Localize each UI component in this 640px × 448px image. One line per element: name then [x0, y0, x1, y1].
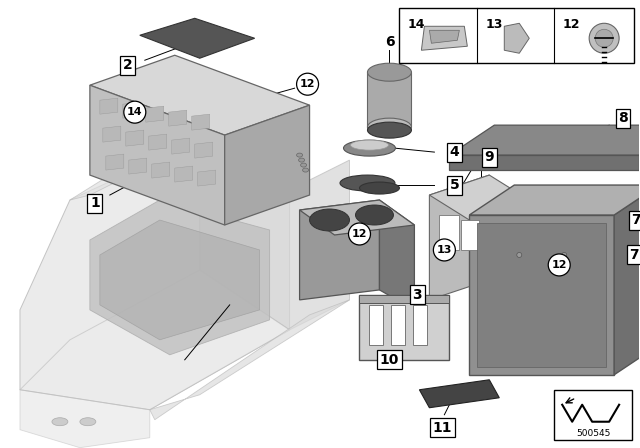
Polygon shape: [129, 158, 147, 174]
Ellipse shape: [80, 418, 96, 426]
Text: 10: 10: [380, 353, 399, 367]
Ellipse shape: [296, 153, 303, 157]
Text: 5: 5: [449, 178, 460, 192]
Polygon shape: [150, 300, 349, 420]
Polygon shape: [20, 390, 150, 448]
Circle shape: [349, 223, 371, 245]
Polygon shape: [300, 200, 415, 235]
Polygon shape: [477, 223, 606, 367]
Polygon shape: [169, 110, 187, 126]
Ellipse shape: [303, 168, 308, 172]
Polygon shape: [20, 140, 289, 410]
Text: 3: 3: [413, 288, 422, 302]
Polygon shape: [100, 98, 118, 114]
Polygon shape: [90, 85, 225, 225]
Ellipse shape: [589, 23, 619, 53]
Polygon shape: [225, 105, 310, 225]
Polygon shape: [449, 125, 640, 155]
Ellipse shape: [595, 29, 613, 47]
Polygon shape: [90, 55, 310, 135]
Polygon shape: [429, 175, 490, 300]
Text: 500545: 500545: [576, 429, 611, 438]
Text: 13: 13: [436, 245, 452, 255]
Polygon shape: [195, 142, 212, 158]
Text: 7: 7: [631, 213, 640, 227]
Text: 7: 7: [629, 248, 639, 262]
Text: 2: 2: [123, 58, 132, 72]
Text: 12: 12: [352, 229, 367, 239]
Circle shape: [548, 254, 570, 276]
Polygon shape: [192, 114, 210, 130]
Polygon shape: [421, 26, 467, 50]
Polygon shape: [100, 220, 260, 340]
Ellipse shape: [562, 253, 566, 258]
Bar: [369, 305, 383, 345]
Polygon shape: [449, 155, 639, 170]
Ellipse shape: [367, 118, 412, 136]
Ellipse shape: [310, 209, 349, 231]
Ellipse shape: [301, 163, 307, 167]
Bar: [440, 215, 460, 250]
Bar: [392, 305, 405, 345]
Bar: [461, 220, 479, 250]
Ellipse shape: [344, 140, 396, 156]
Polygon shape: [198, 170, 216, 186]
Polygon shape: [152, 162, 170, 178]
Ellipse shape: [360, 182, 399, 194]
Polygon shape: [90, 200, 269, 355]
Bar: [360, 295, 449, 303]
Polygon shape: [172, 138, 189, 154]
Text: 13: 13: [485, 18, 502, 31]
Polygon shape: [614, 185, 640, 375]
Polygon shape: [504, 23, 529, 53]
Polygon shape: [126, 130, 144, 146]
Text: 1: 1: [90, 196, 100, 210]
Polygon shape: [175, 166, 193, 182]
Polygon shape: [380, 200, 415, 310]
Ellipse shape: [355, 205, 394, 225]
Polygon shape: [200, 140, 349, 330]
Text: 12: 12: [562, 18, 580, 31]
Polygon shape: [367, 72, 412, 127]
Polygon shape: [70, 120, 289, 200]
Text: 12: 12: [300, 79, 316, 89]
Text: 8: 8: [618, 111, 628, 125]
Text: 11: 11: [433, 421, 452, 435]
Text: 14: 14: [127, 107, 143, 117]
Text: 4: 4: [449, 145, 460, 159]
Text: 9: 9: [484, 150, 494, 164]
Polygon shape: [429, 175, 529, 220]
Ellipse shape: [516, 253, 522, 258]
Ellipse shape: [52, 418, 68, 426]
Ellipse shape: [367, 63, 412, 81]
Ellipse shape: [367, 122, 412, 138]
Polygon shape: [469, 215, 614, 375]
Text: 14: 14: [408, 18, 425, 31]
Bar: [413, 305, 428, 345]
Polygon shape: [148, 134, 167, 150]
Bar: [554, 390, 632, 439]
Polygon shape: [140, 18, 255, 58]
Polygon shape: [419, 380, 499, 408]
Polygon shape: [300, 200, 380, 300]
Circle shape: [124, 101, 146, 123]
Ellipse shape: [351, 140, 388, 150]
Bar: [399, 9, 634, 63]
Polygon shape: [106, 154, 124, 170]
Text: 6: 6: [385, 35, 394, 49]
Polygon shape: [123, 102, 141, 118]
Polygon shape: [20, 270, 289, 410]
Polygon shape: [103, 126, 121, 142]
Text: 12: 12: [552, 260, 567, 270]
Circle shape: [296, 73, 319, 95]
Polygon shape: [146, 106, 164, 122]
Bar: [360, 295, 449, 360]
Polygon shape: [429, 30, 460, 43]
Polygon shape: [469, 185, 640, 215]
Circle shape: [433, 239, 455, 261]
Ellipse shape: [299, 158, 305, 162]
Ellipse shape: [340, 175, 395, 191]
